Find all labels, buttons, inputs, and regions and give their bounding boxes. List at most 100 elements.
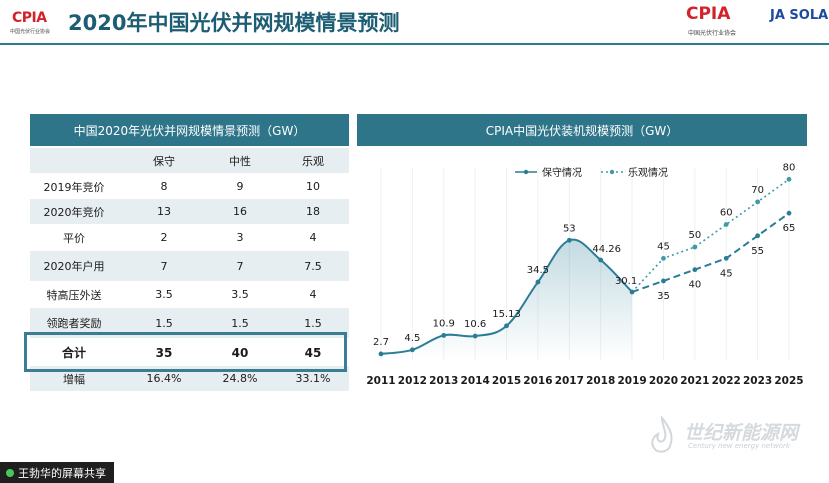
data-label: 53 [563,223,576,234]
table-cell: 2 [160,231,168,244]
data-label: 35 [657,291,670,302]
data-label: 4.5 [404,333,420,344]
data-point-conservative [755,233,761,239]
title-bar: CPIA 中国光伏行业协会 2020年中国光伏并网规模情景预测 CPIA 中国光… [0,0,829,44]
table-cell: 2019年竞价 [43,180,105,194]
data-label: 55 [751,246,764,257]
data-label: 10.6 [464,319,486,330]
series-line-conservative-forecast [631,212,790,293]
table-cell: 7.5 [304,259,322,273]
x-tick-label: 2012 [398,375,427,387]
column-header: 中性 [229,154,251,168]
data-label: 50 [688,230,701,241]
x-tick-label: 2015 [492,375,521,387]
data-label: 65 [783,223,796,234]
data-label: 80 [783,162,796,173]
data-label: 60 [720,207,733,218]
data-label: 34.5 [527,265,549,276]
data-point-conservative [378,351,384,357]
chart-area: 2.7 4.5 10.9 10.6 15.13 34.5 53 44.26 30.1 35 40 45… [357,146,807,392]
x-tick-label: 2020 [649,375,678,387]
data-point-conservative [409,347,415,353]
table-cell: 16.4% [146,372,182,385]
data-point-conservative [692,267,698,273]
table-cell: 24.8% [222,372,258,385]
data-label: 2.7 [373,337,389,348]
data-label: 45 [720,268,733,279]
table-cell: 7 [160,259,168,273]
x-tick-label: 2019 [617,375,646,387]
table-cell: 1.5 [155,316,173,330]
data-point-conservative [629,289,635,295]
legend-label: 乐观情况 [628,166,668,179]
data-label: 30.1 [615,276,637,287]
series-line-optimistic [631,178,790,293]
data-point-conservative [786,210,792,216]
table-row: 2020年户用 7 7 7.5 [30,251,349,281]
table-row: 2019年竞价 8 9 10 [30,174,349,199]
x-tick-label: 2014 [461,375,490,387]
legend-label: 保守情况 [542,166,582,179]
share-status-icon [6,468,14,477]
title-divider [0,43,829,45]
data-point-conservative [535,279,541,285]
legend-marker-conservative [523,169,529,175]
table-cell: 4 [309,288,317,301]
table-cell: 8 [160,180,168,193]
data-label: 44.26 [592,244,621,255]
data-point-optimistic [786,176,792,182]
column-header: 保守 [153,154,175,168]
data-point-conservative [441,332,447,338]
table-cell: 16 [233,205,247,218]
data-point-optimistic [755,199,761,205]
table-cell: 7 [236,259,244,273]
legend-marker-optimistic [609,169,615,175]
table-cell: 3 [236,231,244,244]
table-cell: 10 [306,180,320,193]
table-cell: 9 [236,180,244,193]
table-cell: 平价 [63,231,85,245]
line-chart: 2.7 4.5 10.9 10.6 15.13 34.5 53 44.26 30.1 35 40 45… [366,162,803,387]
table-cell: 2020年竞价 [43,205,105,219]
table-row: 特高压外送 3.5 3.5 4 [30,282,349,307]
data-point-optimistic [692,244,698,250]
table-cell: 18 [306,205,320,218]
data-point-conservative [566,237,572,243]
x-tick-label: 2013 [429,375,458,387]
table-cell: 2020年户用 [43,260,105,273]
screen-share-bar[interactable]: 王勃华的屏幕共享 [0,462,114,483]
series-area-conservative [381,239,633,360]
data-label: 15.13 [492,309,521,320]
data-label: 10.9 [433,318,455,329]
data-point-conservative [598,257,604,263]
data-point-conservative [723,255,729,261]
table-cell: 4 [309,231,317,244]
x-tick-label: 2011 [366,375,395,387]
table-cell: 1.5 [304,316,322,330]
data-point-optimistic [661,255,666,261]
data-point-conservative [661,278,666,284]
share-label: 王勃华的屏幕共享 [18,466,106,480]
x-tick-label: 2018 [586,375,615,387]
column-header: 乐观 [302,154,324,168]
data-point-conservative [504,323,509,329]
table-row: 2020年竞价 13 16 18 [30,199,349,224]
table-cell: 合计 [61,346,86,360]
x-tick-label: 2025 [774,375,803,387]
table-header-row: 保守 中性 乐观 [30,148,349,173]
table-row: 合计 35 40 45 [30,340,349,365]
table-cell: 特高压外送 [46,288,102,302]
table-cell: 45 [304,345,322,360]
ja-solar-logo: JA SOLA [770,8,829,23]
table-cell: 增幅 [63,372,85,386]
table-row: 平价 2 3 4 [30,225,349,250]
data-point-conservative [472,333,478,339]
x-tick-label: 2022 [712,375,741,387]
table-cell: 1.5 [231,316,249,330]
table-cell: 13 [157,205,171,218]
table-cell: 领跑者奖励 [46,317,102,330]
table-cell: 33.1% [295,372,331,385]
table-cell: 40 [231,345,249,360]
table-cell: 3.5 [231,288,249,301]
